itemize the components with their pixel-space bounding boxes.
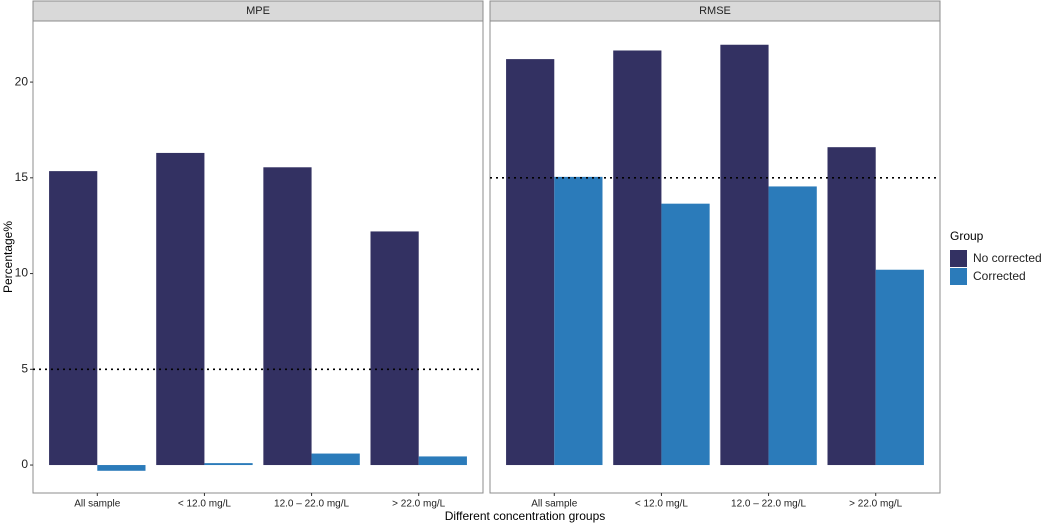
y-tick-label: 15 [15,170,29,184]
bar [720,44,769,466]
bar [263,167,312,466]
facet-title: MPE [246,5,270,17]
bar [827,147,876,466]
bar [613,50,662,466]
x-tick-label: > 22.0 mg/L [849,499,903,510]
legend-label: No corrected [973,251,1042,265]
bar [418,456,467,466]
x-tick-label: All sample [531,499,578,510]
y-axis-title: Percentage% [1,221,15,293]
x-tick-label: > 22.0 mg/L [392,499,446,510]
legend-title: Group [950,229,984,243]
x-tick-label: 12.0 – 22.0 mg/L [731,499,806,510]
y-tick-label: 20 [15,74,29,88]
bar [661,203,710,466]
y-tick-label: 0 [21,457,28,471]
legend-key [950,250,967,267]
bar [97,465,146,471]
x-axis-title: Different concentration groups [445,509,606,523]
x-tick-label: < 12.0 mg/L [178,499,232,510]
facet-title: RMSE [699,5,731,17]
bar [370,231,419,466]
legend-key [950,268,967,285]
bar [506,59,555,466]
bar [554,176,603,466]
bar [156,152,205,466]
x-tick-label: All sample [74,499,121,510]
legend-label: Corrected [973,269,1026,283]
bar [768,186,817,466]
x-tick-label: < 12.0 mg/L [635,499,689,510]
bar [49,171,98,466]
y-tick-label: 10 [15,266,29,280]
y-tick-label: 5 [21,361,28,375]
bar [875,269,924,466]
x-tick-label: 12.0 – 22.0 mg/L [274,499,349,510]
bar [204,463,253,466]
bar [311,453,360,466]
